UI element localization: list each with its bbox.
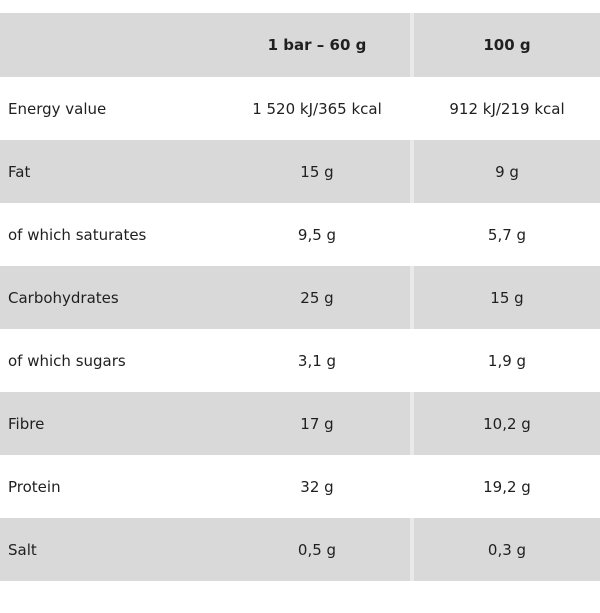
per-100g-value: 912 kJ/219 kcal — [414, 77, 600, 140]
per-100g-value: 15 g — [414, 266, 600, 329]
nutrient-label: Carbohydrates — [0, 266, 224, 329]
table-row: Energy value 1 520 kJ/365 kcal 912 kJ/21… — [0, 77, 600, 140]
column-divider — [410, 518, 414, 581]
header-blank-cell — [0, 13, 224, 77]
per-100g-value: 0,3 g — [414, 518, 600, 581]
column-divider — [410, 77, 414, 140]
column-divider — [410, 266, 414, 329]
column-divider — [410, 203, 414, 266]
nutrient-label: of which saturates — [0, 203, 224, 266]
per-100g-value: 10,2 g — [414, 392, 600, 455]
per-serving-value: 25 g — [224, 266, 410, 329]
column-divider — [410, 455, 414, 518]
table-row: Salt 0,5 g 0,3 g — [0, 518, 600, 581]
table-row: Fibre 17 g 10,2 g — [0, 392, 600, 455]
nutrient-label: of which sugars — [0, 329, 224, 392]
column-divider — [410, 140, 414, 203]
nutrient-label: Salt — [0, 518, 224, 581]
table-header-row: 1 bar – 60 g 100 g — [0, 13, 600, 77]
nutrient-label: Fat — [0, 140, 224, 203]
nutrient-label: Fibre — [0, 392, 224, 455]
table-row: of which saturates 9,5 g 5,7 g — [0, 203, 600, 266]
column-divider — [410, 329, 414, 392]
per-100g-value: 9 g — [414, 140, 600, 203]
per-serving-value: 9,5 g — [224, 203, 410, 266]
per-serving-value: 17 g — [224, 392, 410, 455]
per-serving-value: 15 g — [224, 140, 410, 203]
table-row: of which sugars 3,1 g 1,9 g — [0, 329, 600, 392]
per-serving-value: 1 520 kJ/365 kcal — [224, 77, 410, 140]
nutrient-label: Protein — [0, 455, 224, 518]
per-serving-value: 0,5 g — [224, 518, 410, 581]
header-per-100g-cell: 100 g — [414, 13, 600, 77]
table-row: Fat 15 g 9 g — [0, 140, 600, 203]
per-100g-value: 19,2 g — [414, 455, 600, 518]
column-divider — [410, 392, 414, 455]
per-serving-value: 3,1 g — [224, 329, 410, 392]
nutrient-label: Energy value — [0, 77, 224, 140]
per-100g-value: 5,7 g — [414, 203, 600, 266]
table-row: Protein 32 g 19,2 g — [0, 455, 600, 518]
table-row: Carbohydrates 25 g 15 g — [0, 266, 600, 329]
per-serving-value: 32 g — [224, 455, 410, 518]
nutrition-table: 1 bar – 60 g 100 g Energy value 1 520 kJ… — [0, 13, 600, 581]
per-100g-value: 1,9 g — [414, 329, 600, 392]
nutrition-panel: 1 bar – 60 g 100 g Energy value 1 520 kJ… — [0, 13, 600, 581]
header-serving-size-cell: 1 bar – 60 g — [224, 13, 410, 77]
column-divider — [410, 13, 414, 77]
